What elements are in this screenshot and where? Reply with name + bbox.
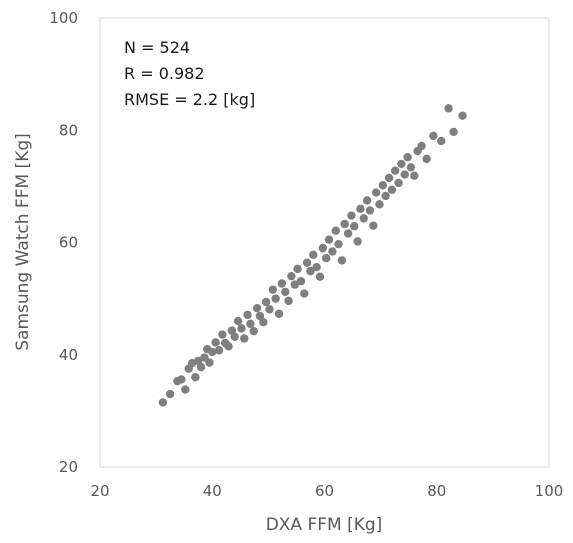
data-point [302, 258, 312, 267]
data-point [237, 324, 246, 333]
data-point [394, 178, 403, 188]
data-point [261, 297, 271, 307]
data-point [224, 342, 233, 351]
data-point [158, 398, 168, 407]
data-point [230, 332, 239, 341]
y-tick-label: 20 [59, 458, 78, 476]
data-point [309, 250, 318, 260]
x-tick-label: 100 [535, 482, 564, 500]
data-point [437, 136, 446, 146]
data-point [324, 235, 334, 244]
data-point [378, 181, 388, 190]
data-point [321, 254, 331, 263]
data-point [268, 285, 278, 294]
data-point [381, 191, 390, 201]
data-point [384, 173, 394, 183]
data-point [422, 154, 431, 164]
data-point [296, 277, 306, 286]
annotation-r: R = 0.982 [124, 64, 205, 83]
data-point [259, 317, 268, 327]
annotation-n: N = 524 [124, 38, 190, 57]
data-point [233, 316, 243, 326]
data-point [274, 309, 284, 318]
data-point [340, 219, 349, 229]
data-point [387, 185, 397, 194]
x-tick-label: 80 [427, 482, 446, 500]
stats-annotation: N = 524 R = 0.982 RMSE = 2.2 [kg] [124, 38, 255, 109]
data-point [353, 237, 362, 246]
data-point [281, 287, 290, 297]
data-point [356, 204, 365, 214]
data-point [429, 131, 438, 141]
data-point [449, 127, 458, 137]
annotation-rmse: RMSE = 2.2 [kg] [124, 90, 255, 109]
x-tick-label: 40 [203, 482, 222, 500]
data-point [205, 358, 214, 367]
data-point [214, 346, 224, 355]
data-point [397, 159, 406, 169]
data-point [371, 188, 381, 197]
data-point [400, 170, 409, 179]
data-point [343, 229, 353, 238]
data-point [365, 206, 375, 215]
data-point [255, 311, 265, 321]
x-tick-labels: 20 40 60 80 100 [90, 482, 563, 500]
data-point [369, 221, 378, 230]
data-point [252, 303, 262, 313]
x-tick-label: 20 [90, 482, 109, 500]
data-point [243, 310, 252, 320]
data-point [191, 373, 200, 382]
data-point [271, 294, 280, 303]
data-point [334, 239, 343, 249]
data-point [306, 266, 315, 276]
data-point [375, 200, 384, 209]
data-point [211, 338, 220, 347]
data-point [350, 222, 359, 231]
data-point [410, 171, 419, 180]
data-points [158, 104, 467, 407]
data-point [284, 296, 293, 306]
y-tick-label: 40 [59, 346, 78, 364]
data-point [165, 389, 175, 399]
data-point [196, 362, 206, 372]
x-tick-label: 60 [315, 482, 334, 500]
data-point [337, 256, 347, 265]
data-point [208, 347, 217, 357]
y-tick-label: 100 [49, 9, 78, 27]
data-point [246, 319, 255, 329]
y-tick-labels: 20 40 60 80 100 [49, 9, 78, 476]
x-axis-title: DXA FFM [Kg] [266, 515, 383, 535]
data-point [300, 289, 309, 298]
data-point [362, 196, 372, 205]
data-point [406, 163, 416, 172]
data-point [328, 247, 337, 256]
data-point [403, 152, 412, 162]
data-point [331, 226, 340, 235]
plot-area [99, 17, 550, 468]
y-tick-label: 60 [59, 234, 78, 252]
data-point [265, 305, 274, 314]
data-point [177, 375, 186, 384]
data-point [312, 262, 321, 272]
y-axis-title: Samsung Watch FFM [Kg] [13, 133, 33, 351]
data-point [318, 243, 328, 253]
data-point [458, 111, 467, 120]
data-point [218, 330, 227, 339]
data-point [347, 211, 356, 220]
data-point [277, 279, 287, 288]
data-point [391, 166, 400, 175]
data-point [359, 214, 368, 223]
data-point [315, 272, 325, 281]
data-point [417, 141, 426, 151]
data-point [290, 280, 299, 289]
y-tick-label: 80 [59, 121, 78, 139]
data-point [293, 264, 302, 274]
data-point [249, 326, 258, 336]
data-point [444, 104, 453, 113]
data-point [287, 271, 296, 281]
data-point [181, 385, 190, 394]
data-point [240, 334, 249, 343]
